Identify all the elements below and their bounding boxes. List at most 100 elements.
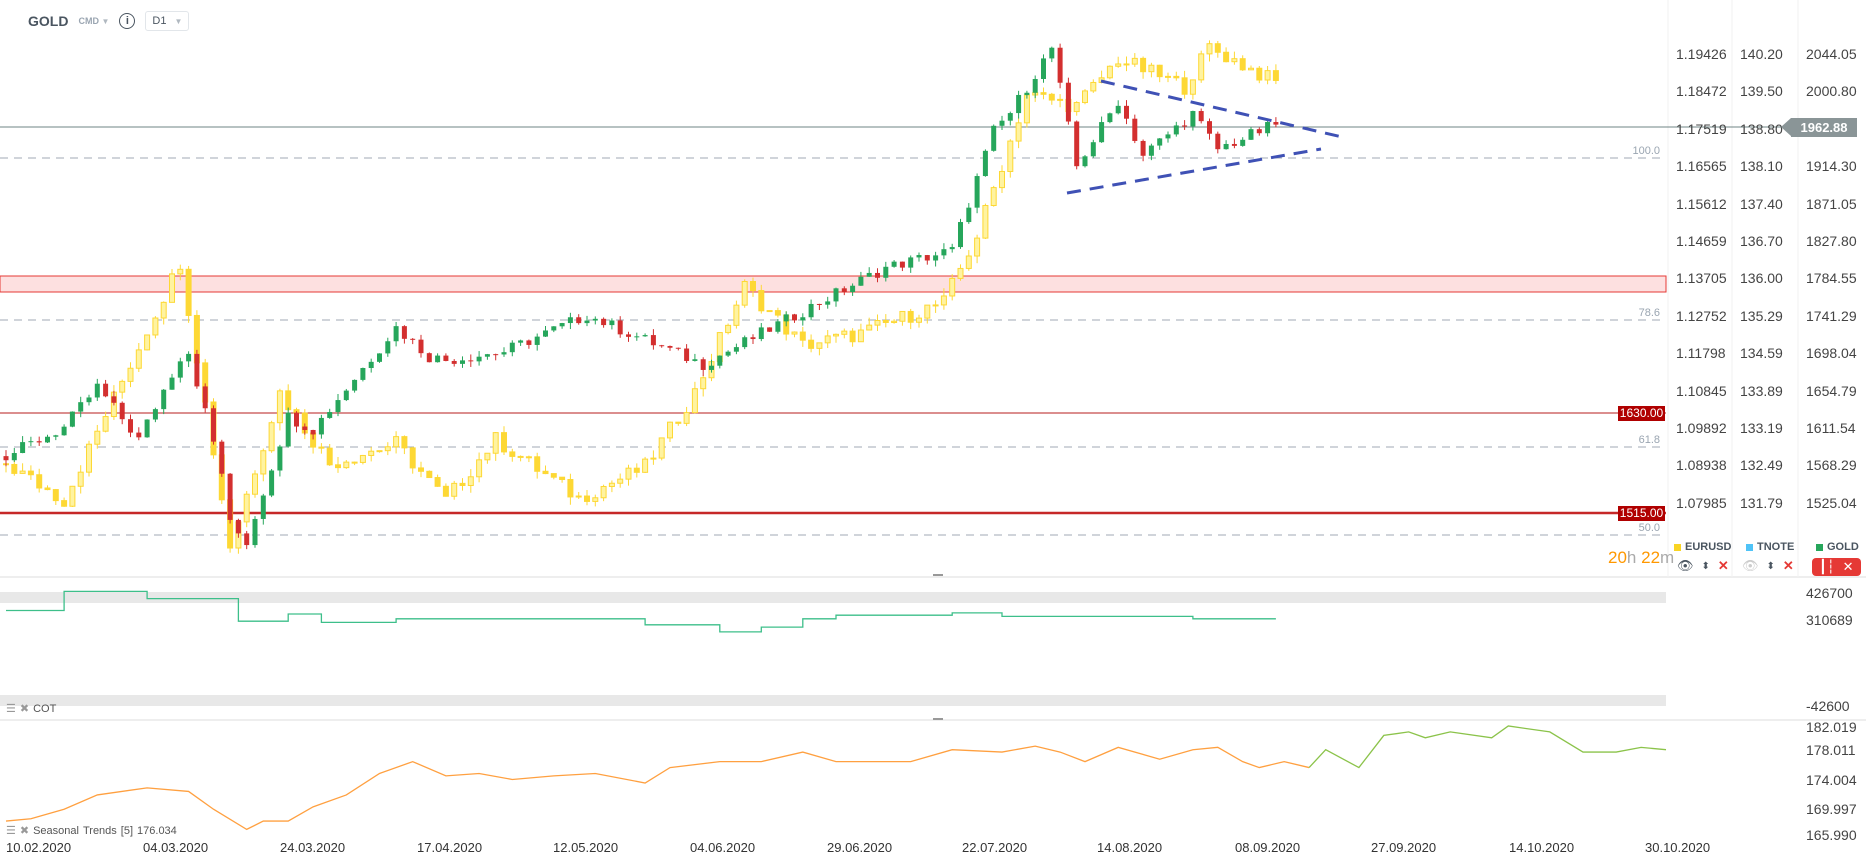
eurusd-candle [1023, 94, 1030, 124]
panel-title: Trends [82, 824, 117, 837]
date-tick: 04.06.2020 [690, 840, 756, 855]
gold-candle [916, 255, 922, 258]
market-selector[interactable]: CMD ▼ [78, 16, 109, 26]
seasonal-panel-label: ☰ ✖ Seasonal Trends [5] 176.034 [6, 824, 177, 838]
gold-candle [833, 288, 839, 302]
candlestick-icon[interactable]: ┃┆ [1819, 559, 1835, 574]
info-icon[interactable]: i [119, 13, 136, 29]
gold-candle [792, 314, 797, 321]
gold-candle [692, 359, 698, 361]
gold-candle [451, 360, 457, 364]
close-icon[interactable]: ✕ [1782, 558, 1794, 573]
gold-candle [601, 318, 607, 326]
eurusd-candle [459, 482, 466, 486]
legend-tnote[interactable]: TNOTE [1746, 541, 1794, 553]
gold-candle [410, 338, 416, 340]
gold-candle [742, 337, 748, 348]
tnote-axis-tick: 136.70 [1740, 233, 1783, 249]
gold-candle [260, 495, 266, 519]
fibonacci-levels[interactable] [0, 157, 1666, 536]
gold-axis-tick: 1871.05 [1806, 195, 1857, 212]
date-tick: 17.04.2020 [417, 840, 483, 855]
gold-candle [534, 336, 540, 345]
eurusd-axis-tick: 1.16565 [1676, 158, 1727, 175]
eurusd-axis-tick: 1.13705 [1676, 270, 1727, 287]
resize-handle[interactable] [933, 718, 943, 720]
level-label-1630[interactable]: 1630.00 [1618, 406, 1665, 421]
panel-menu-icon[interactable]: ☰ [6, 825, 16, 837]
eurusd-candle [1148, 64, 1155, 73]
gold-candle [11, 453, 17, 461]
legend-eurusd[interactable]: EURUSD [1674, 541, 1731, 553]
reorder-icon[interactable]: ⬍ [1701, 560, 1710, 572]
panel-menu-icon[interactable]: ☰ [6, 703, 16, 715]
gold-candle [1256, 129, 1262, 134]
eurusd-axis-tick: 1.12752 [1676, 307, 1727, 324]
gold-candle [924, 255, 930, 261]
triangle-pattern[interactable] [1066, 79, 1343, 195]
eurusd-candle [509, 451, 516, 457]
eurusd-candle [343, 461, 350, 469]
timer-hours: 20 [1608, 548, 1627, 567]
close-icon[interactable]: ✖ [19, 703, 30, 715]
timer-unit: h [1626, 548, 1637, 567]
eurusd-candle [152, 317, 159, 336]
gold-candle [1099, 122, 1105, 143]
gold-candle [509, 342, 515, 353]
eurusd-candle [326, 447, 333, 466]
gold-candle [1173, 125, 1179, 135]
eurusd-candle [27, 470, 34, 476]
gold-candle [1198, 111, 1204, 122]
eurusd-candle [1189, 79, 1196, 95]
close-icon[interactable]: ✕ [1842, 559, 1854, 574]
gold-candle [1157, 138, 1163, 146]
eurusd-candle [642, 458, 649, 473]
eurusd-candle [891, 320, 898, 324]
eye-icon[interactable]: 👁 [1742, 558, 1759, 573]
gold-candle [1165, 134, 1171, 139]
gold-candle [1140, 140, 1146, 156]
eurusd-candle [185, 268, 192, 316]
close-icon[interactable]: ✕ [1717, 558, 1729, 573]
eurusd-candle [816, 342, 823, 349]
gold-candle [45, 436, 50, 443]
eurusd-candle [999, 170, 1005, 189]
level-label-1515[interactable]: 1515.00 [1618, 506, 1665, 521]
reorder-icon[interactable]: ⬍ [1766, 560, 1775, 572]
eurusd-candle [492, 432, 499, 454]
eurusd-candle [608, 482, 615, 487]
legend-gold[interactable]: GOLD [1816, 541, 1859, 553]
eurusd-candle [260, 450, 267, 475]
eurusd-candle [1156, 64, 1163, 78]
seasonal-axis-tick: 174.004 [1806, 772, 1857, 788]
gold-candle [418, 339, 424, 354]
gold-candle [294, 412, 299, 427]
gold-candle [999, 120, 1005, 126]
eurusd-candle [882, 319, 889, 324]
eurusd-candle [94, 430, 101, 445]
eye-icon[interactable]: 👁 [1677, 558, 1694, 573]
gold-candle [899, 261, 905, 268]
eurusd-candle [52, 489, 59, 502]
eurusd-candle [592, 497, 599, 502]
resistance-zone[interactable] [0, 275, 1667, 293]
eurusd-candle [351, 461, 358, 464]
eurusd-candle [501, 432, 507, 453]
close-icon[interactable]: ✖ [19, 825, 30, 837]
eurusd-candle [44, 487, 51, 491]
gold-candle [1057, 47, 1063, 83]
gold-candle [974, 176, 980, 208]
gold-candle [119, 402, 125, 420]
gold-candle [285, 412, 291, 447]
gold-candle [1007, 113, 1013, 121]
resize-handle[interactable] [933, 574, 943, 576]
gold-axis-tick: 1654.79 [1806, 382, 1857, 399]
timeframe-select[interactable]: D1 ▼ [145, 11, 190, 31]
legend-label: TNOTE [1757, 541, 1795, 553]
gold-controls[interactable]: ┃┆ ✕ [1812, 558, 1861, 576]
gold-candle [767, 327, 773, 332]
gold-candle [128, 419, 133, 433]
gold-candle [750, 337, 756, 340]
seasonal-axis-tick: 165.990 [1806, 827, 1857, 843]
